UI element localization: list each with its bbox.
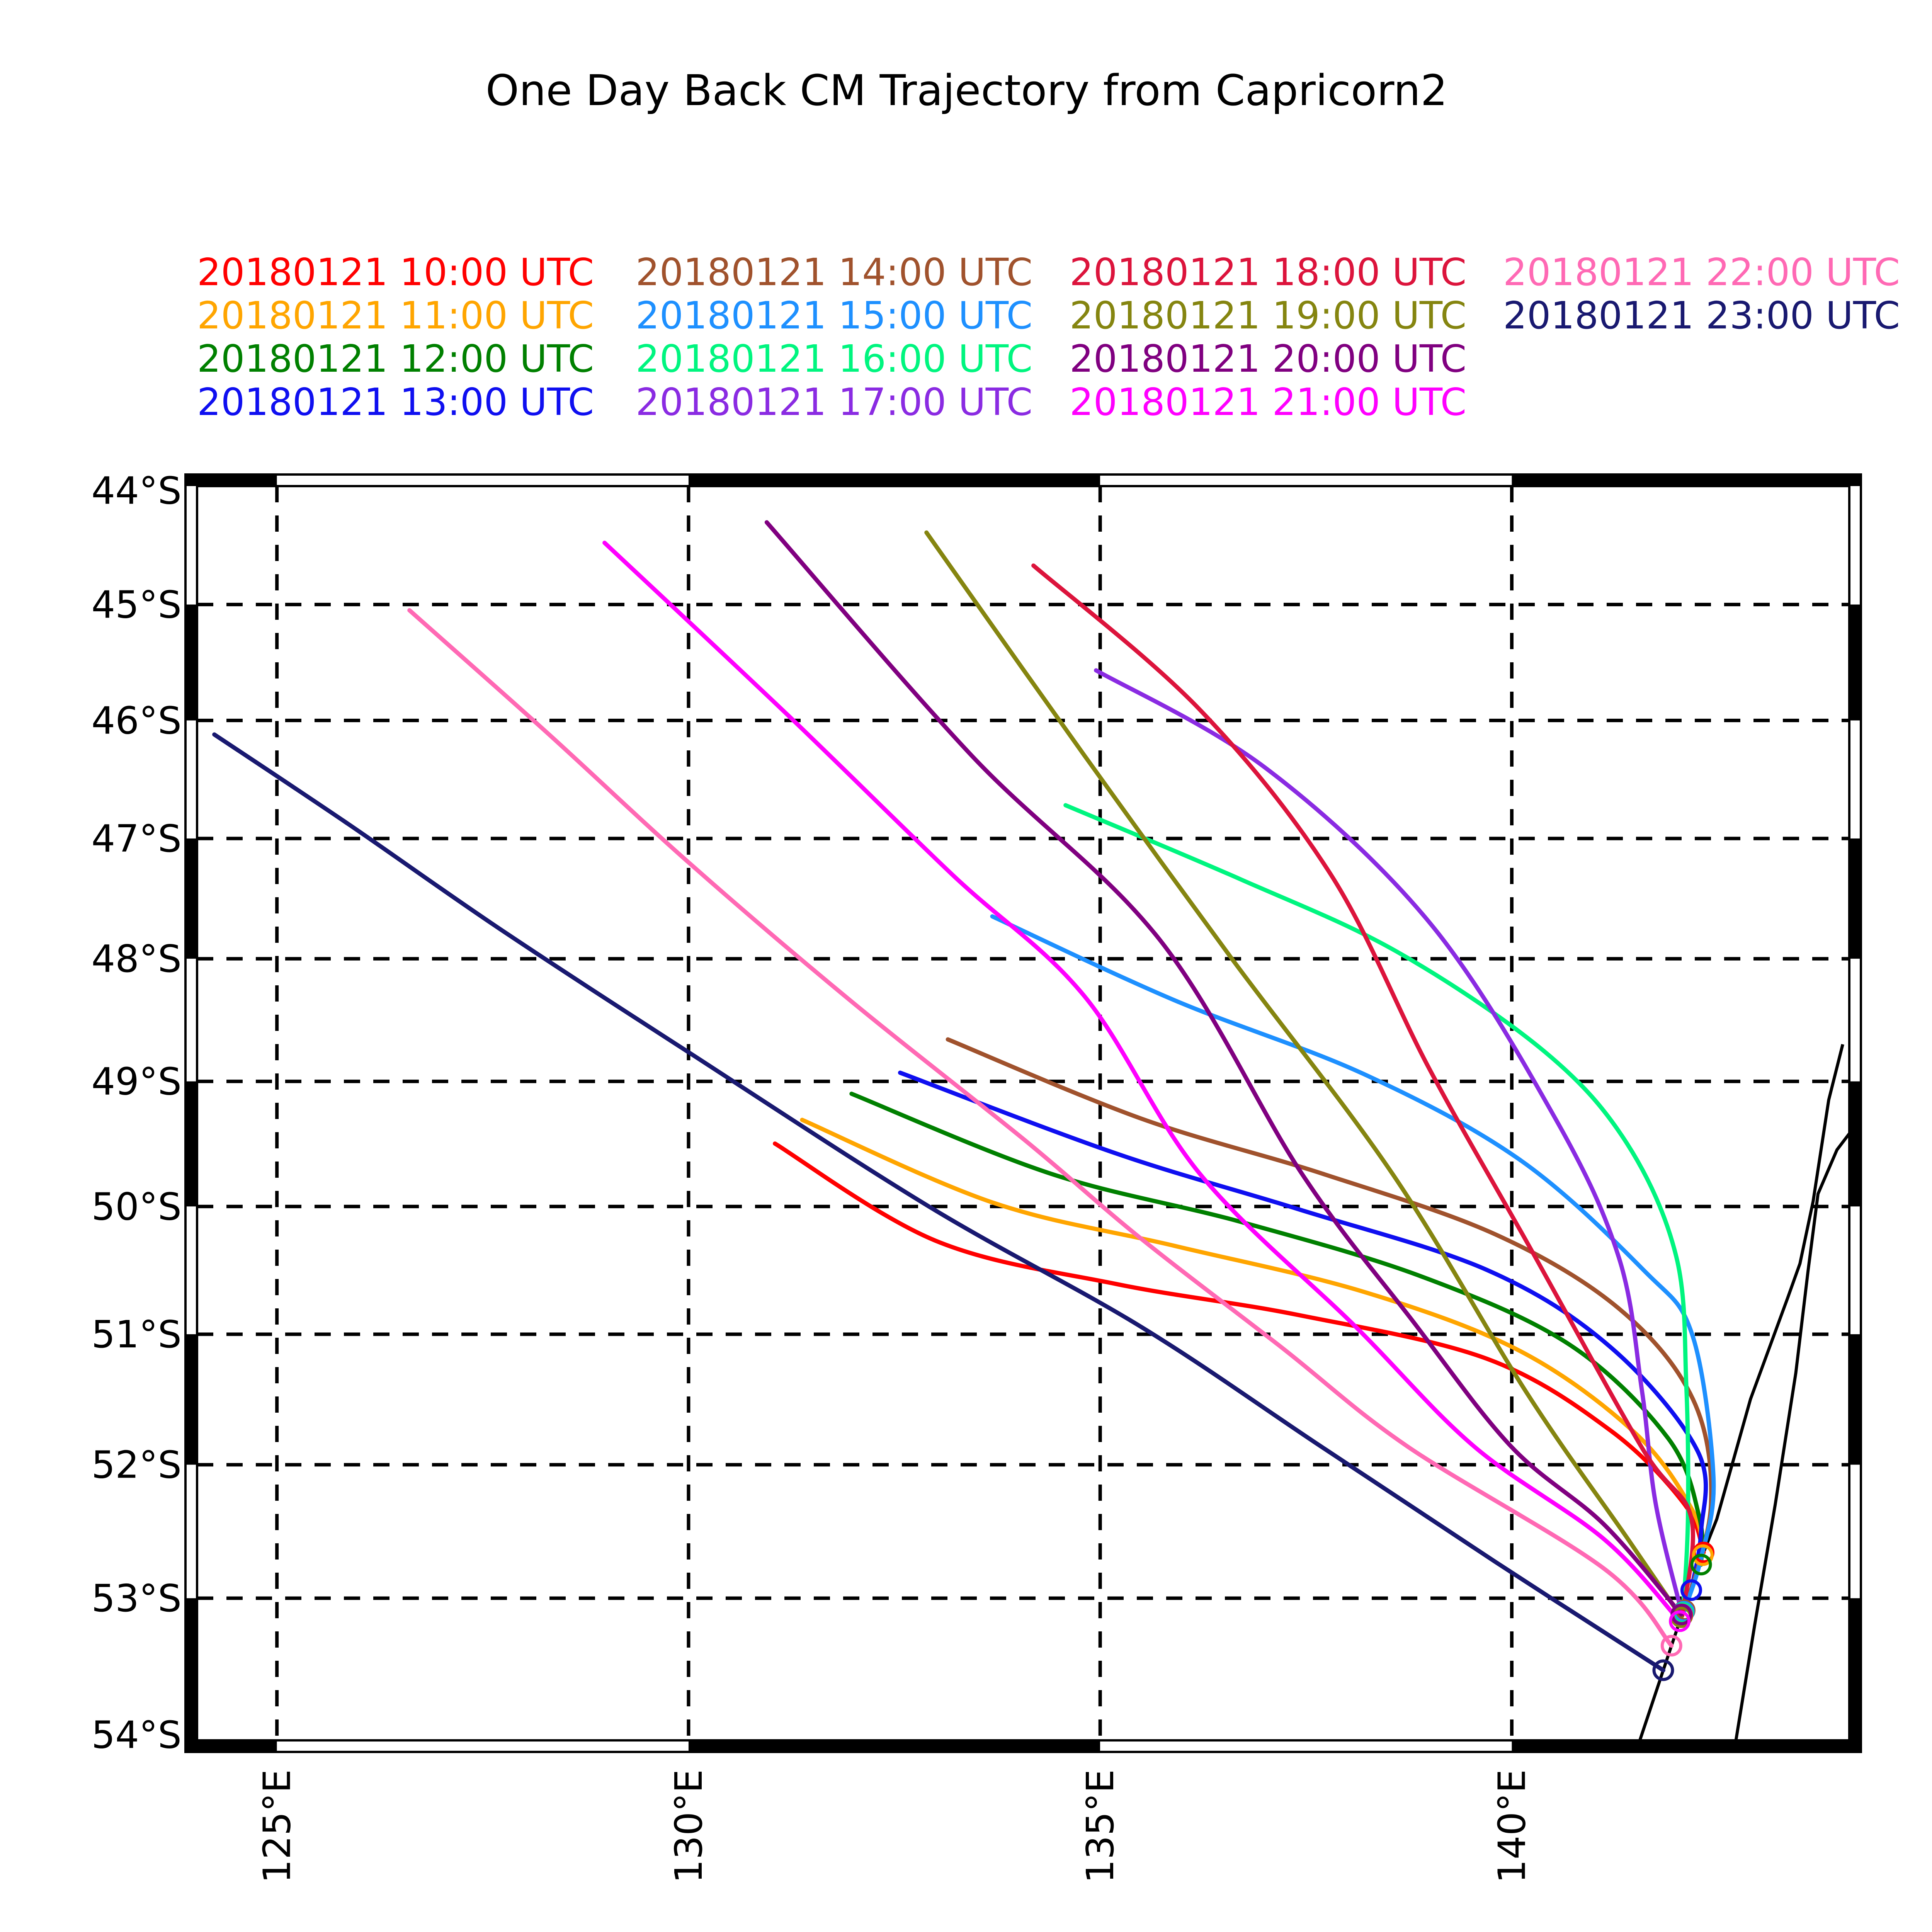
trajectory-path [898, 1070, 1708, 1592]
frame-corner [185, 1740, 197, 1752]
endpoint-marker [1660, 1634, 1682, 1656]
frame-segment [185, 486, 197, 605]
frame-segment [1100, 1740, 1512, 1752]
plot-area [197, 486, 1849, 1740]
x-tick-label: 130°E [667, 1769, 711, 1883]
frame-corner [185, 474, 197, 486]
endpoint-marker [1692, 1544, 1714, 1566]
trajectory-path [407, 608, 1674, 1648]
y-tick-label: 44°S [91, 469, 182, 513]
legend-item: 20180121 12:00 UTC [197, 337, 594, 381]
frame-segment [1512, 474, 1849, 486]
legend-item: 20180121 18:00 UTC [1070, 250, 1467, 294]
legend-item: 20180121 19:00 UTC [1070, 294, 1467, 337]
trajectory-path [773, 1141, 1706, 1555]
trajectory-path [1063, 803, 1690, 1616]
frame-segment [185, 1464, 197, 1599]
frame-segment [1100, 474, 1512, 486]
y-tick-label: 54°S [91, 1713, 182, 1757]
legend-item: 20180121 20:00 UTC [1070, 337, 1467, 381]
frame-segment [1849, 604, 1861, 721]
x-tick-label: 140°E [1490, 1769, 1534, 1883]
frame-segment [1849, 838, 1861, 959]
y-tick-label: 45°S [91, 583, 182, 627]
frame-segment [1512, 1740, 1849, 1752]
y-tick-label: 48°S [91, 937, 182, 981]
frame-segment [197, 474, 277, 486]
frame-outer-outline [184, 473, 1862, 1753]
y-tick-label: 50°S [91, 1185, 182, 1228]
trajectory-path [212, 732, 1665, 1672]
frame-segment [185, 1598, 197, 1740]
frame-segment [1849, 1334, 1861, 1465]
frame-segment [185, 1334, 197, 1465]
y-tick-label: 51°S [91, 1313, 182, 1356]
frame-segment [185, 1081, 197, 1207]
legend-item: 20180121 14:00 UTC [636, 250, 1033, 294]
frame-corner [1849, 474, 1861, 486]
frame-segment [277, 1740, 689, 1752]
trajectory-path [924, 530, 1684, 1619]
legend-item: 20180121 23:00 UTC [1503, 294, 1900, 337]
frame-segment [185, 604, 197, 721]
axis-labels: 44°S 45°S 46°S 47°S 48°S 49°S 50°S 51°S 52°S 53°S… [91, 469, 1534, 1883]
frame-segment [277, 474, 689, 486]
trajectory-path [602, 541, 1682, 1624]
frame-segment [185, 1206, 197, 1334]
y-tick-label: 49°S [91, 1060, 182, 1104]
y-tick-label: 53°S [91, 1577, 182, 1620]
legend-item: 20180121 22:00 UTC [1503, 250, 1900, 294]
graticule [197, 486, 1849, 1740]
frame-segment [1849, 1464, 1861, 1599]
map-frame [184, 473, 1862, 1753]
legend-item: 20180121 13:00 UTC [197, 380, 594, 424]
legend-item: 20180121 17:00 UTC [636, 380, 1033, 424]
frame-segment [1849, 1206, 1861, 1334]
frame-corner [1849, 1740, 1861, 1752]
x-tick-label: 135°E [1078, 1769, 1122, 1883]
frame-segment [185, 720, 197, 838]
frame-segment [185, 838, 197, 959]
frame-inner-outline [196, 485, 1850, 1742]
frame-segment [688, 474, 1100, 486]
frame-segment [1849, 486, 1861, 605]
legend-item: 20180121 11:00 UTC [197, 294, 594, 337]
frame-segment [1849, 720, 1861, 838]
legend-item: 20180121 16:00 UTC [636, 337, 1033, 381]
frame-segment [197, 1740, 277, 1752]
y-tick-label: 46°S [91, 699, 182, 743]
legend-item: 20180121 21:00 UTC [1070, 380, 1467, 424]
frame-segment [185, 959, 197, 1082]
frame-segment [688, 1740, 1100, 1752]
x-tick-label: 125°E [255, 1769, 299, 1883]
y-tick-label: 52°S [91, 1443, 182, 1487]
page-title: One Day Back CM Trajectory from Capricor… [485, 66, 1448, 115]
ship-track [1734, 1133, 1849, 1740]
trajectory-path [849, 1092, 1705, 1567]
endpoint-marker [1669, 1610, 1691, 1632]
frame-segment [1849, 959, 1861, 1082]
trajectory-path [1094, 668, 1684, 1617]
trajectory-path [1031, 563, 1696, 1618]
endpoint-marker [1680, 1579, 1702, 1601]
legend-item: 20180121 15:00 UTC [636, 294, 1033, 337]
endpoint-marker [1652, 1659, 1674, 1681]
legend-item: 20180121 10:00 UTC [197, 250, 594, 294]
endpoint-marker [1690, 1554, 1712, 1576]
frame-segment [1849, 1598, 1861, 1740]
y-tick-label: 47°S [91, 817, 182, 861]
trajectory-path [990, 914, 1716, 1614]
frame-segment [1849, 1081, 1861, 1207]
trajectory-path [764, 520, 1684, 1617]
trajectory-path [946, 1037, 1714, 1613]
trajectory-path [800, 1117, 1705, 1558]
